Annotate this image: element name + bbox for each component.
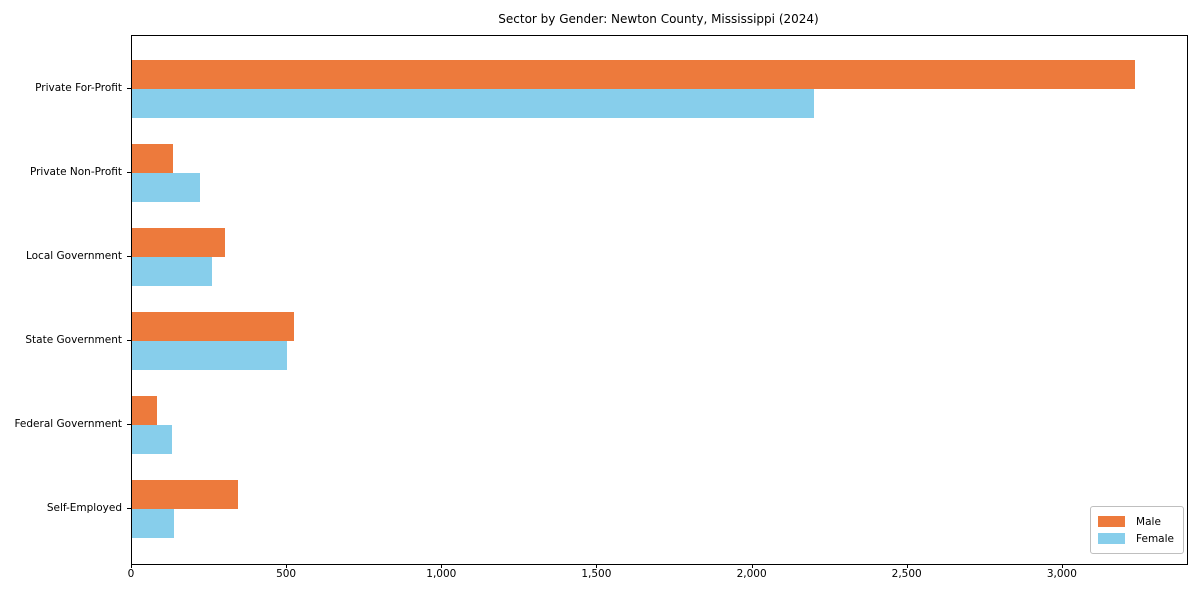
x-tick-label: 0 (127, 568, 135, 580)
legend-item-female: Female (1098, 530, 1174, 547)
y-tick-label-local-government: Local Government (25, 250, 122, 262)
legend-label-female: Female (1136, 532, 1174, 545)
y-tick (127, 172, 131, 173)
y-tick-label-private-for-profit: Private For-Profit (35, 82, 122, 94)
x-tick-label: 2,500 (891, 568, 922, 580)
x-tick-label: 1,000 (426, 568, 457, 580)
y-tick (127, 256, 131, 257)
y-tick (127, 508, 131, 509)
legend: Male Female (1090, 506, 1184, 554)
bar-female-private-for-profit (132, 89, 814, 118)
bar-female-local-government (132, 257, 213, 286)
bar-male-private-for-profit (132, 60, 1136, 89)
x-tick (1061, 564, 1063, 568)
legend-swatch-male (1098, 516, 1126, 527)
y-tick-label-private-non-profit: Private Non-Profit (29, 166, 122, 178)
y-tick (127, 88, 131, 89)
x-tick-label: 2,000 (736, 568, 767, 580)
y-tick (127, 424, 131, 425)
bar-female-self-employed (132, 509, 175, 538)
x-tick-label: 500 (276, 568, 297, 580)
x-tick-label: 1,500 (581, 568, 612, 580)
bar-male-federal-government (132, 396, 158, 425)
legend-swatch-female (1098, 533, 1126, 544)
y-tick-label-state-government: State Government (25, 334, 122, 346)
bar-male-private-non-profit (132, 144, 173, 173)
bar-male-local-government (132, 228, 226, 257)
x-tick (596, 564, 598, 568)
x-tick (751, 564, 753, 568)
plot-area: Male Female (131, 35, 1188, 565)
chart-title: Sector by Gender: Newton County, Mississ… (498, 12, 819, 26)
y-tick-label-federal-government: Federal Government (14, 418, 122, 430)
x-tick (286, 564, 288, 568)
bar-female-federal-government (132, 425, 173, 454)
legend-item-male: Male (1098, 513, 1174, 530)
x-tick (906, 564, 908, 568)
bar-female-state-government (132, 341, 287, 370)
x-tick-label: 3,000 (1046, 568, 1077, 580)
bar-male-state-government (132, 312, 295, 341)
y-tick (127, 340, 131, 341)
legend-label-male: Male (1136, 515, 1161, 528)
bar-female-private-non-profit (132, 173, 201, 202)
x-tick (441, 564, 443, 568)
y-tick-label-self-employed: Self-Employed (46, 502, 122, 514)
bar-male-self-employed (132, 480, 239, 509)
x-tick (131, 564, 132, 568)
